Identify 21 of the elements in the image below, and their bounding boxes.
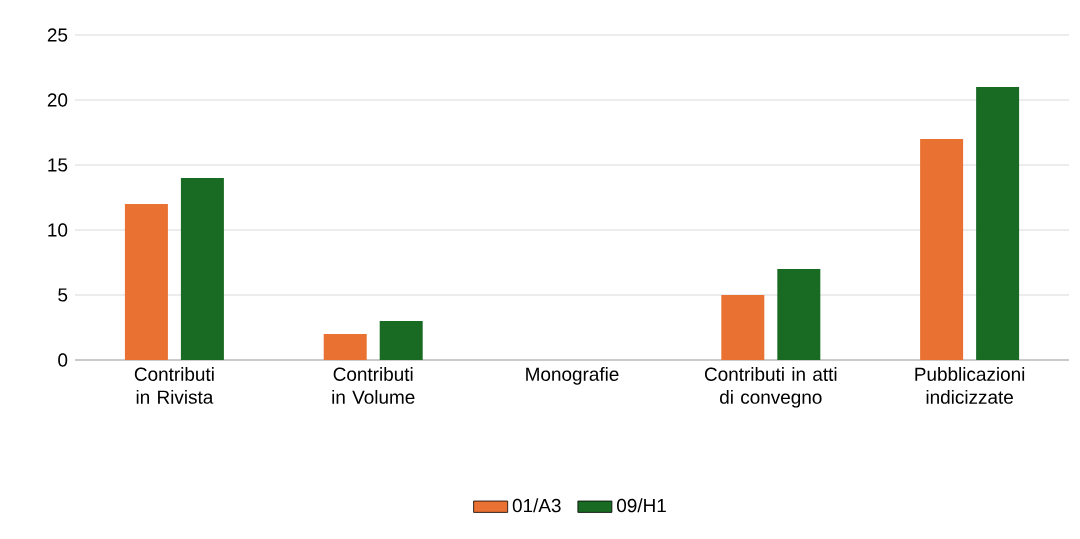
y-tick-label: 0 bbox=[58, 353, 68, 367]
bar bbox=[180, 178, 224, 360]
bar bbox=[323, 334, 367, 360]
bar bbox=[721, 295, 765, 360]
legend-label: 01/A3 bbox=[512, 498, 561, 513]
y-tick-label: 10 bbox=[48, 223, 68, 237]
y-tick-label: 5 bbox=[58, 288, 68, 302]
y-tick-label: 25 bbox=[47, 28, 68, 42]
y-tick-label: 20 bbox=[47, 93, 68, 107]
x-tick-label: Monografie bbox=[526, 367, 619, 385]
x-tick-label: Pubblicazioni indicizzate bbox=[915, 367, 1025, 404]
legend-label: 09/H1 bbox=[617, 498, 666, 513]
x-tick-label: Contributi in Rivista bbox=[134, 367, 214, 404]
y-tick-label: 15 bbox=[48, 158, 68, 172]
bar bbox=[976, 86, 1020, 360]
bar bbox=[777, 269, 821, 360]
x-tick-label: Contributi in Volume bbox=[332, 367, 415, 404]
bar bbox=[379, 321, 423, 360]
bar bbox=[124, 204, 168, 360]
bar bbox=[920, 138, 964, 360]
x-tick-label: Contributi in atti di convegno bbox=[704, 367, 837, 408]
